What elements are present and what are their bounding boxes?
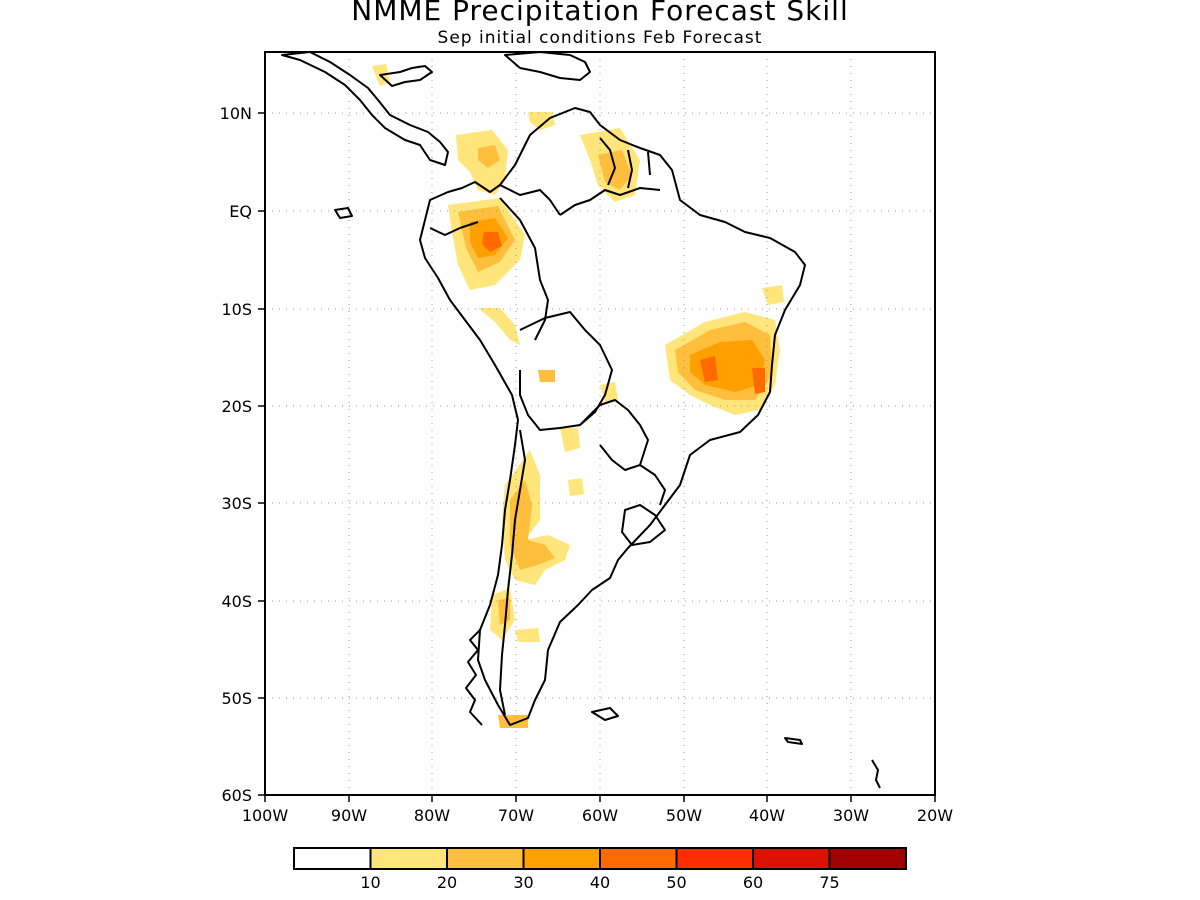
- lon-label: 40W: [749, 806, 785, 825]
- lon-label: 60W: [582, 806, 618, 825]
- lat-label: 10S: [221, 300, 252, 319]
- lon-label: 90W: [331, 806, 367, 825]
- border-paraguay: [579, 399, 649, 471]
- skill-patch-andes-core: [510, 480, 555, 570]
- colorbar-label: 50: [666, 873, 686, 892]
- colorbar-swatch: [675, 847, 754, 870]
- lat-label: 20S: [221, 397, 252, 416]
- border-peru-brazil: [499, 197, 549, 341]
- lat-label: EQ: [229, 202, 252, 221]
- border-colombia-venezuela: [499, 184, 561, 216]
- colorbar-label: 40: [590, 873, 610, 892]
- skill-patch-caribbean: [528, 112, 555, 130]
- skill-shading: [372, 64, 784, 728]
- lon-label: 20W: [917, 806, 953, 825]
- caribbean-coast: [379, 65, 433, 87]
- lat-label: 50S: [221, 689, 252, 708]
- border-ecuador-peru: [429, 221, 479, 236]
- skill-patch-tierra-del-fuego: [498, 715, 528, 728]
- lat-label: 10N: [220, 104, 252, 123]
- galapagos: [334, 207, 353, 219]
- central-america-coastline: [281, 51, 449, 166]
- border-venezuela-brazil: [559, 187, 661, 216]
- colorbar-label: 30: [513, 873, 533, 892]
- border-argentina-brazil: [639, 464, 666, 506]
- skill-patch-cordoba: [568, 478, 584, 496]
- lon-label: 70W: [498, 806, 534, 825]
- map-subtitle: Sep initial conditions Feb Forecast: [437, 28, 763, 48]
- colorbar-swatch: [522, 847, 601, 870]
- skill-patch-patagonia-south: [515, 628, 540, 642]
- yucatan-coast: [504, 51, 591, 81]
- gridlines: [265, 52, 935, 795]
- colorbar-swatch: [369, 847, 448, 870]
- colorbar-swatch: [293, 847, 372, 870]
- skill-patch-chaco: [560, 428, 580, 452]
- colorbar-swatch: [599, 847, 678, 870]
- lon-label: 80W: [414, 806, 450, 825]
- colorbar-swatch: [446, 847, 525, 870]
- chilean-fjords: [465, 629, 483, 726]
- sandwich-islands: [871, 759, 881, 789]
- colorbar-swatch: [828, 847, 907, 870]
- skill-patch-brazil-peak-2: [752, 368, 765, 394]
- skill-patch-bolivia: [538, 370, 555, 382]
- lat-label: 30S: [221, 494, 252, 513]
- colorbar: 10 20 30 40 50 60 75: [293, 847, 907, 892]
- coastlines: [281, 51, 881, 789]
- border-chile-argentina: [499, 429, 526, 716]
- skill-patch-brazil-north: [762, 285, 784, 305]
- colorbar-swatch: [752, 847, 831, 870]
- lat-label: 40S: [221, 592, 252, 611]
- skill-patch-peru-peak: [482, 232, 502, 252]
- skill-patch-south-peru: [478, 308, 520, 345]
- south-georgia: [784, 737, 803, 745]
- border-bolivia: [519, 311, 613, 431]
- colorbar-label: 75: [819, 873, 839, 892]
- colorbar-label: 20: [437, 873, 457, 892]
- skill-patch-brazil-peak-1: [700, 356, 718, 382]
- lat-axis: 10N EQ 10S 20S 30S 40S 50S 60S: [220, 104, 265, 805]
- colorbar-label: 60: [743, 873, 763, 892]
- lon-axis: 100W 90W 80W 70W 60W 50W 40W 30W 20W: [242, 795, 953, 825]
- border-guianas: [599, 137, 651, 189]
- colorbar-label: 10: [360, 873, 380, 892]
- south-america-coastline: [419, 107, 806, 726]
- lon-label: 50W: [666, 806, 702, 825]
- lat-label: 60S: [221, 786, 252, 805]
- falklands: [591, 707, 619, 721]
- border-uruguay: [621, 504, 666, 546]
- map-title: NMME Precipitation Forecast Skill: [351, 0, 849, 27]
- lon-label: 30W: [833, 806, 869, 825]
- skill-patch-colombia-core: [478, 145, 500, 168]
- lon-label: 100W: [242, 806, 289, 825]
